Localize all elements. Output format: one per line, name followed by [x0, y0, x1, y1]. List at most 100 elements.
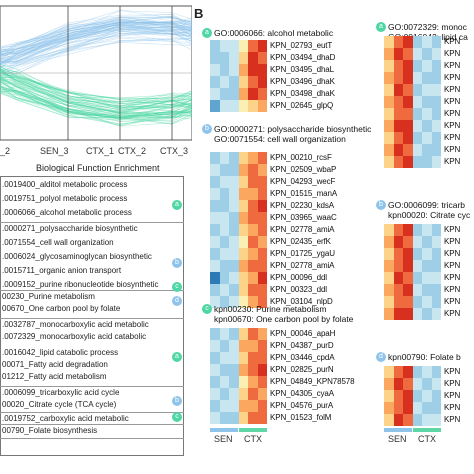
gene-label: KPN	[444, 73, 461, 82]
trend-line	[0, 27, 192, 65]
heatmap-cell	[248, 352, 258, 364]
heatmap-cell	[238, 52, 248, 64]
heatmap-cell	[248, 412, 258, 424]
enrichment-item: 00020_Citrate cycle (TCA cycle)	[2, 400, 117, 409]
trend-line	[0, 23, 192, 55]
heatmap-cell	[393, 260, 403, 272]
trend-line	[0, 79, 192, 120]
trend-line	[0, 25, 192, 60]
heatmap-cell	[257, 248, 267, 260]
heatmap-cell	[431, 96, 441, 108]
trend-line	[0, 33, 192, 72]
heatmap-cell	[257, 76, 267, 88]
heatmap-cell	[422, 48, 432, 60]
heatmap-cell	[210, 224, 220, 236]
heatmap-grid	[384, 36, 441, 168]
trend-line	[0, 79, 192, 120]
trend-line	[0, 26, 192, 67]
group-divider	[0, 318, 184, 319]
heatmap-cell	[257, 224, 267, 236]
trend-line	[0, 32, 192, 65]
group-badge: c	[172, 412, 182, 422]
heatmap-cell	[219, 40, 229, 52]
heatmap-cell	[229, 64, 239, 76]
heatmap-cell	[257, 376, 267, 388]
heatmap-cell	[210, 64, 220, 76]
trend-line	[0, 68, 192, 105]
heatmap-cell	[229, 188, 239, 200]
heatmap-grid	[384, 366, 441, 426]
heatmap-cell	[393, 224, 403, 236]
heatmap-cell	[403, 236, 413, 248]
gene-label: KPN_03498_dhaK	[270, 89, 335, 98]
heatmap-cell	[384, 132, 394, 144]
heatmap-cell	[257, 200, 267, 212]
heatmap-cell	[210, 176, 220, 188]
enrichment-item: 00790_Folate biosynthesis	[2, 426, 98, 435]
x-axis-label: CTX_2	[118, 146, 147, 156]
enrichment-item: .0006024_glycosaminoglycan biosynthetic	[2, 252, 152, 261]
heatmap-cell	[412, 236, 422, 248]
heatmap-cell	[384, 224, 394, 236]
enrichment-item: .0015711_organic anion transport	[2, 266, 122, 275]
heatmap-cell	[384, 284, 394, 296]
heatmap-cell	[412, 402, 422, 414]
trend-line	[0, 69, 192, 103]
group-bar-sen	[210, 428, 238, 432]
trend-line	[0, 79, 192, 118]
heatmap-cell	[238, 236, 248, 248]
trend-line	[0, 91, 192, 125]
enrichment-item: .0000271_polysaccharide biosynthetic	[2, 224, 138, 233]
trend-line	[0, 16, 192, 53]
enrichment-item: .0006066_alcohol metabolic process	[2, 208, 132, 217]
trend-line	[0, 75, 192, 114]
trend-line	[0, 24, 192, 63]
heatmap-cell	[403, 260, 413, 272]
heatmap-cell	[238, 76, 248, 88]
trend-line	[0, 67, 192, 103]
heatmap-badge: a	[376, 22, 386, 32]
trend-line	[0, 78, 192, 118]
heatmap-cell	[412, 366, 422, 378]
trend-line	[0, 78, 192, 111]
trend-line	[0, 22, 192, 56]
gene-label: KPN	[444, 273, 461, 282]
heatmap-cell	[422, 108, 432, 120]
heatmap-cell	[248, 328, 258, 340]
gene-label: KPN_02435_erfK	[270, 237, 331, 246]
heatmap-cell	[431, 144, 441, 156]
trend-line	[0, 79, 192, 113]
heatmap-cell	[238, 224, 248, 236]
heatmap-cell	[238, 248, 248, 260]
gene-label: KPN_04305_cyaA	[270, 389, 334, 398]
enrichment-item: .0019752_carboxylic acid metabolic	[2, 414, 129, 423]
group-label-ctx: CTX	[418, 434, 436, 444]
heatmap-cell	[210, 340, 220, 352]
upregulated-trend-lines	[0, 9, 192, 78]
heatmap-cell	[384, 156, 394, 168]
trend-line	[0, 71, 192, 113]
heatmap-cell	[422, 224, 432, 236]
heatmap-badge: b	[202, 124, 212, 134]
trend-line	[0, 75, 192, 108]
heatmap-grid	[210, 328, 267, 424]
heatmap-cell	[431, 296, 441, 308]
trend-line	[0, 77, 192, 107]
heatmap-cell	[403, 132, 413, 144]
trend-line	[0, 87, 192, 119]
enrichment-item: .0071554_cell wall organization	[2, 238, 114, 247]
heatmap-cell	[210, 88, 220, 100]
group-label-sen: SEN	[388, 434, 407, 444]
heatmap-cell	[384, 84, 394, 96]
enrichment-item: .0032787_monocarboxylic acid metabolic	[2, 320, 149, 329]
heatmap-cell	[210, 212, 220, 224]
heatmap-cell	[219, 296, 229, 308]
gene-label: KPN	[444, 157, 461, 166]
heatmap-cell	[238, 400, 248, 412]
heatmap-cell	[238, 212, 248, 224]
heatmap-cell	[422, 36, 432, 48]
trend-line-plot	[0, 5, 192, 141]
heatmap-cell	[384, 36, 394, 48]
trend-line	[0, 74, 192, 109]
trend-line	[0, 15, 192, 52]
